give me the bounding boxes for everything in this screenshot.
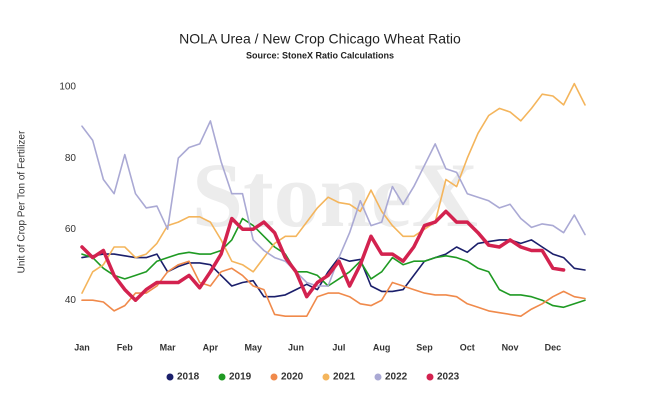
x-tick-label: Nov: [502, 342, 519, 352]
legend-marker: [218, 373, 226, 381]
x-tick-label: Jul: [332, 342, 345, 352]
x-tick-label: Mar: [160, 342, 177, 352]
chart-title: NOLA Urea / New Crop Chicago Wheat Ratio: [179, 31, 461, 47]
x-tick-label: May: [244, 342, 262, 352]
y-tick-label: 100: [59, 82, 76, 93]
y-tick-label: 80: [65, 153, 77, 164]
x-tick-label: Jan: [74, 342, 90, 352]
series-line: [81, 82, 586, 294]
x-tick-label: Sep: [416, 342, 433, 352]
legend-marker: [426, 373, 434, 381]
x-tick-label: Apr: [203, 342, 219, 352]
legend-marker: [270, 373, 278, 381]
series-line: [81, 217, 586, 309]
y-axis-label: Unit of Crop Per Ton of Fertilizer: [17, 130, 28, 273]
series-line: [81, 239, 586, 298]
x-tick-label: Feb: [117, 342, 134, 352]
x-tick-label: Jun: [288, 342, 304, 352]
chart-subtitle: Source: StoneX Ratio Calculations: [246, 50, 394, 60]
watermark: StoneX: [192, 144, 478, 246]
series-line: [81, 260, 586, 317]
legend-marker: [166, 373, 174, 381]
legend-label: 2023: [437, 372, 460, 383]
x-tick-label: Oct: [460, 342, 475, 352]
x-tick-label: Dec: [545, 342, 562, 352]
legend-label: 2021: [333, 372, 356, 383]
y-tick-label: 40: [65, 295, 77, 306]
series-line: [80, 209, 566, 302]
legend-label: 2018: [177, 372, 200, 383]
series-line: [81, 120, 586, 287]
legend-label: 2022: [385, 372, 408, 383]
legend-marker: [322, 373, 330, 381]
x-tick-label: Aug: [373, 342, 391, 352]
y-tick-label: 60: [65, 224, 77, 235]
legend-label: 2020: [281, 372, 304, 383]
legend-marker: [374, 373, 382, 381]
legend-label: 2019: [229, 372, 252, 383]
